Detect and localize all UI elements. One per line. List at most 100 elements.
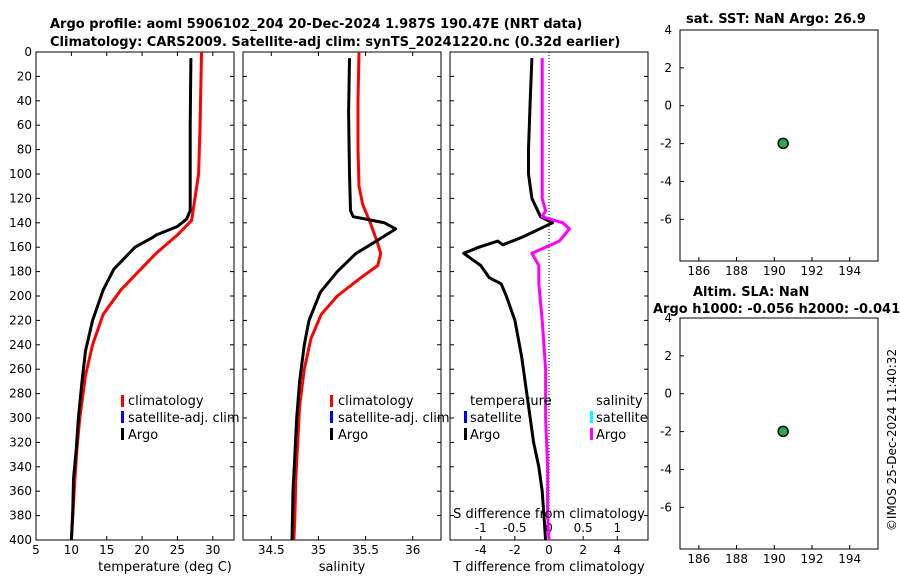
- climatology-temperature-line: [69, 51, 203, 541]
- temperature-ytick-label: 100: [9, 167, 32, 181]
- argo-t-difference-line: [462, 58, 554, 541]
- temperature-ytick-label: 340: [9, 460, 32, 474]
- temperature-xtick-label: 25: [170, 543, 185, 557]
- legend-t-argo: Argo: [470, 428, 500, 443]
- difference-s-xtick-label: 0.5: [574, 521, 593, 535]
- temperature-ytick-label: 120: [9, 191, 32, 205]
- temperature-chart: 0 20 40 60 80 100 120 140 160 180 200 220 240 260 280 3…: [9, 45, 234, 557]
- difference-t-xtick-label: 0: [545, 543, 553, 557]
- sst-map-profile-marker: [777, 137, 789, 150]
- sla-title-1: Altim. SLA: NaN: [693, 285, 809, 300]
- legend-swatch-s-argo: [590, 428, 593, 440]
- legend-swatch-t-satellite: [464, 411, 467, 423]
- temperature-ytick-label: 320: [9, 435, 32, 449]
- legend-s-satellite: satellite: [596, 411, 648, 426]
- temperature-ytick-label: 0: [24, 45, 32, 59]
- legend-argo: Argo: [338, 428, 368, 443]
- temperature-ytick-label: 240: [9, 338, 32, 352]
- sla-map-chart: 4 2 0 -2 -4 -6 186 188 190 192 194: [660, 311, 861, 566]
- legend-climatology: climatology: [338, 394, 414, 409]
- difference-t-xtick-label: -4: [475, 543, 487, 557]
- temperature-ytick-label: 80: [17, 143, 32, 157]
- salinity-xlabel: salinity: [319, 560, 366, 575]
- sla-map-profile-marker: [777, 425, 789, 438]
- legend-swatch-climatology: [330, 395, 333, 407]
- legend-t-satellite: satellite: [470, 411, 522, 426]
- legend-argo: Argo: [128, 428, 158, 443]
- legend-satellite: satellite-adj. clim: [128, 411, 240, 426]
- legend-swatch-argo: [121, 428, 124, 440]
- legend-salinity: salinity: [596, 394, 643, 409]
- argo-temperature-line: [69, 58, 193, 541]
- difference-legend: temperature salinity satellite Argo sate…: [464, 394, 648, 443]
- legend-swatch-satellite: [330, 411, 333, 423]
- legend-satellite: satellite-adj. clim: [338, 411, 450, 426]
- temperature-panel: [35, 51, 235, 541]
- salinity-chart: 34.5 35 35.5 36: [243, 51, 441, 557]
- sst-map-xtick-label: 192: [801, 264, 824, 278]
- temperature-ytick-label: 200: [9, 289, 32, 303]
- legend-swatch-t-argo: [464, 428, 467, 440]
- legend-climatology: climatology: [128, 394, 204, 409]
- temperature-xtick-label: 30: [205, 543, 220, 557]
- temperature-ytick-label: 260: [9, 362, 32, 376]
- timestamp: ©IMOS 25-Dec-2024 11:40:32: [885, 349, 899, 531]
- temperature-xtick-label: 20: [134, 543, 149, 557]
- sla-map-ytick-label: 2: [664, 349, 672, 363]
- difference-s-xtick-label: -1: [475, 521, 487, 535]
- sst-map-xtick-label: 186: [687, 264, 710, 278]
- salinity-panel: [242, 51, 442, 541]
- title-line-1: Argo profile: aoml 5906102_204 20-Dec-20…: [50, 17, 582, 32]
- sla-map-xtick-label: 186: [687, 552, 710, 566]
- salinity-xtick-label: 36: [405, 543, 420, 557]
- temperature-ytick-label: 380: [9, 509, 32, 523]
- sla-map-ytick-label: 4: [664, 311, 672, 325]
- salinity-legend: climatology satellite-adj. clim Argo: [330, 394, 450, 443]
- legend-swatch-satellite: [121, 411, 124, 423]
- sst-map-xtick-label: 194: [838, 264, 861, 278]
- sla-map-xtick-label: 192: [801, 552, 824, 566]
- s-difference-xlabel: S difference from climatology: [453, 507, 645, 522]
- temperature-ytick-label: 280: [9, 387, 32, 401]
- salinity-xtick-label: 35: [311, 543, 326, 557]
- temperature-ytick-label: 360: [9, 484, 32, 498]
- sla-map-xtick-label: 190: [763, 552, 786, 566]
- salinity-xtick-label: 35.5: [352, 543, 379, 557]
- sla-title-2: Argo h1000: -0.056 h2000: -0.041: [653, 302, 900, 317]
- temperature-xlabel: temperature (deg C): [98, 560, 232, 575]
- salinity-xtick-label: 34.5: [258, 543, 285, 557]
- temperature-ytick-label: 160: [9, 240, 32, 254]
- sla-map-ytick-label: 0: [664, 387, 672, 401]
- sst-map-ytick-label: -6: [660, 212, 672, 226]
- sst-map-ytick-label: 2: [664, 61, 672, 75]
- difference-chart: -4 -2 0 2 4-1 -0.5 0 0.5 1: [450, 51, 648, 557]
- temperature-legend: climatology satellite-adj. clim Argo: [121, 394, 240, 443]
- difference-t-xtick-label: -2: [509, 543, 521, 557]
- temperature-xtick-label: 10: [64, 543, 79, 557]
- argo-salinity-line: [290, 58, 398, 541]
- t-difference-xlabel: T difference from climatology: [452, 560, 645, 575]
- temperature-ytick-label: 60: [17, 118, 32, 132]
- legend-temperature: temperature: [470, 394, 552, 409]
- climatology-salinity-line: [292, 51, 383, 541]
- legend-swatch-climatology: [121, 395, 124, 407]
- temperature-ytick-label: 40: [17, 94, 32, 108]
- sla-map-xtick-label: 188: [725, 552, 748, 566]
- legend-swatch-s-satellite: [590, 411, 593, 423]
- sst-map-xtick-label: 188: [725, 264, 748, 278]
- title-line-2: Climatology: CARS2009. Satellite-adj cli…: [50, 35, 620, 50]
- sst-map-ytick-label: 0: [664, 99, 672, 113]
- temperature-ytick-label: 300: [9, 411, 32, 425]
- sst-map-xtick-label: 190: [763, 264, 786, 278]
- temperature-ytick-label: 180: [9, 265, 32, 279]
- sst-map-chart: 4 2 0 -2 -4 -6 186 188 190 192 194: [660, 23, 861, 278]
- temperature-ytick-label: 20: [17, 69, 32, 83]
- temperature-xtick-label: 15: [99, 543, 114, 557]
- difference-t-xtick-label: 2: [579, 543, 587, 557]
- sst-map-ytick-label: 4: [664, 23, 672, 37]
- temperature-xtick-label: 5: [32, 543, 40, 557]
- difference-s-xtick-label: -0.5: [503, 521, 526, 535]
- difference-s-xtick-label: 1: [613, 521, 621, 535]
- sst-title: sat. SST: NaN Argo: 26.9: [686, 12, 866, 27]
